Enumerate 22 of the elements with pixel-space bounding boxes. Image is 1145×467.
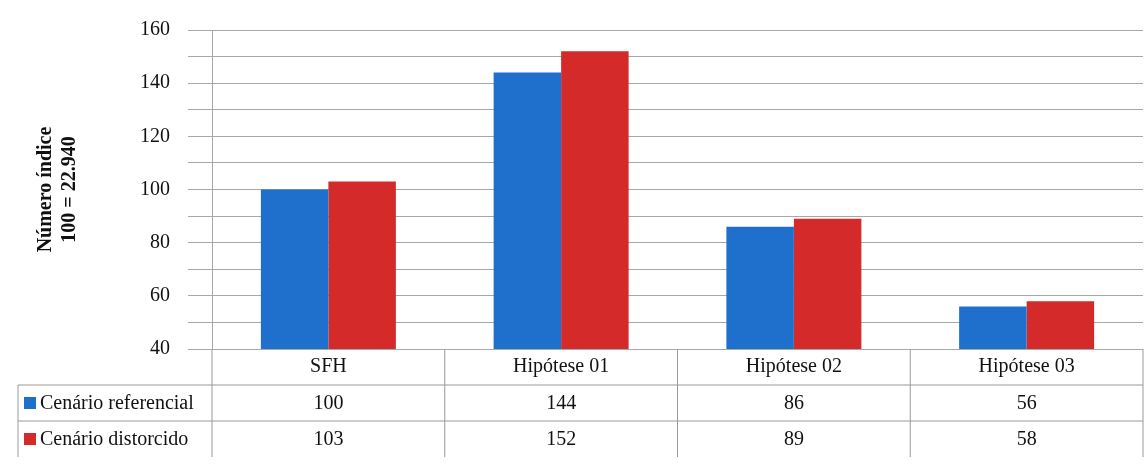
- x-tick-label: Hipótese 03: [978, 354, 1075, 378]
- y-tick-label: 80: [150, 229, 170, 252]
- y-axis-title: Número índice 100 = 22.940: [33, 126, 80, 253]
- data-label: 86: [783, 391, 804, 414]
- x-tick-label: Hipótese 02: [745, 354, 842, 378]
- x-tick-label: SFH: [310, 354, 347, 377]
- y-tick-label: 120: [140, 123, 170, 146]
- data-label: 56: [1016, 391, 1037, 414]
- data-label: 144: [546, 391, 577, 414]
- data-label: 152: [546, 427, 577, 450]
- data-label: 100: [313, 391, 344, 414]
- y-tick-label: 60: [150, 283, 170, 306]
- y-tick-label: 40: [150, 336, 170, 359]
- legend-label: Cenário distorcido: [40, 427, 189, 450]
- y-tick-label: 100: [140, 176, 170, 199]
- data-label: 89: [783, 427, 804, 450]
- y-tick-label: 140: [140, 70, 170, 93]
- x-tick-label: Hipótese 01: [513, 354, 610, 378]
- data-label: 58: [1016, 427, 1037, 450]
- data-label: 103: [313, 427, 344, 450]
- y-tick-label: 160: [140, 17, 170, 40]
- legend-label: Cenário referencial: [40, 391, 195, 414]
